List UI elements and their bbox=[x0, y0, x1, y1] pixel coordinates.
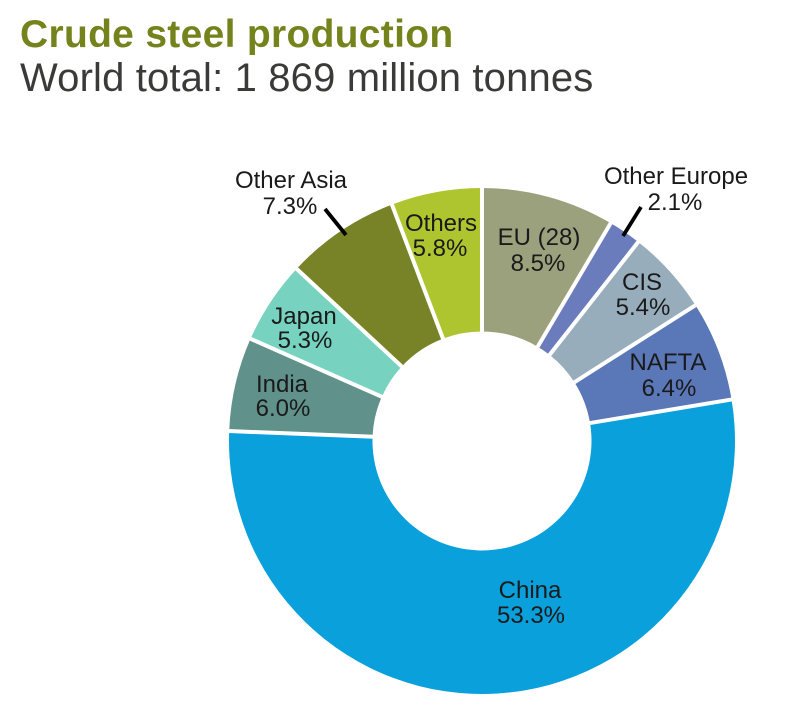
svg-text:2.1%: 2.1% bbox=[648, 189, 703, 216]
svg-text:Other Asia: Other Asia bbox=[235, 167, 348, 194]
svg-text:6.4%: 6.4% bbox=[642, 375, 697, 402]
svg-text:5.4%: 5.4% bbox=[616, 294, 671, 321]
svg-text:53.3%: 53.3% bbox=[497, 602, 565, 629]
svg-text:5.3%: 5.3% bbox=[278, 327, 333, 354]
svg-text:China: China bbox=[499, 577, 562, 604]
svg-text:7.3%: 7.3% bbox=[263, 193, 318, 220]
svg-text:8.5%: 8.5% bbox=[511, 250, 566, 277]
svg-text:NAFTA: NAFTA bbox=[630, 349, 707, 376]
svg-text:6.0%: 6.0% bbox=[256, 395, 311, 422]
svg-text:India: India bbox=[256, 371, 309, 398]
svg-text:Other Europe: Other Europe bbox=[604, 163, 748, 190]
svg-text:5.8%: 5.8% bbox=[413, 235, 468, 262]
svg-text:EU (28): EU (28) bbox=[498, 224, 581, 251]
svg-text:Others: Others bbox=[405, 210, 477, 237]
svg-text:CIS: CIS bbox=[622, 269, 662, 296]
svg-text:Japan: Japan bbox=[271, 303, 336, 330]
